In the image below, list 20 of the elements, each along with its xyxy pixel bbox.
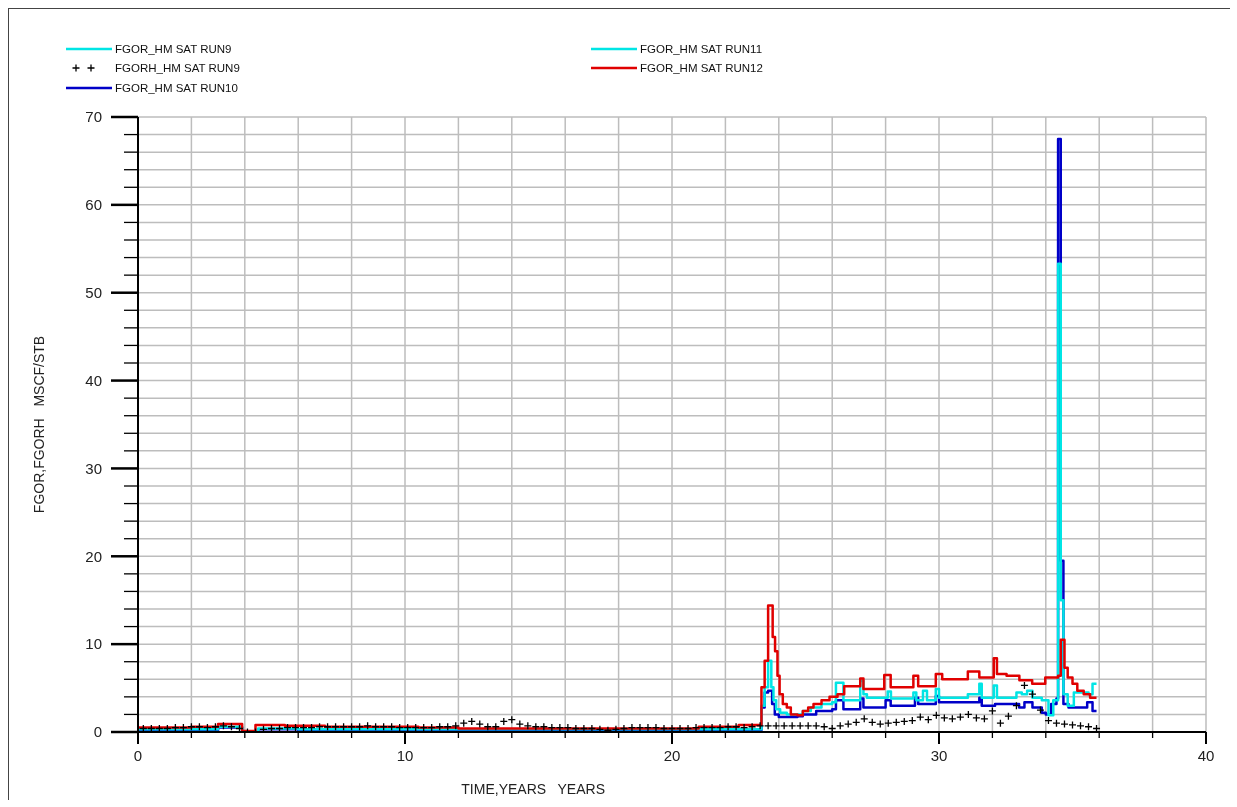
legend-label: FGORH_HM SAT RUN9 bbox=[115, 62, 240, 75]
y-tick-label: 10 bbox=[85, 635, 102, 653]
x-tick-label: 0 bbox=[133, 747, 143, 765]
y-tick-label: 70 bbox=[85, 108, 102, 126]
legend-label: FGOR_HM SAT RUN12 bbox=[640, 62, 763, 75]
y-tick-label: 0 bbox=[93, 723, 102, 741]
x-tick-label: 10 bbox=[396, 747, 414, 765]
y-tick-label: 30 bbox=[85, 459, 102, 477]
y-tick-label: 60 bbox=[85, 196, 102, 214]
y-tick-label: 50 bbox=[85, 283, 102, 301]
legend-label: FGOR_HM SAT RUN10 bbox=[115, 81, 238, 94]
legend-label: FGOR_HM SAT RUN11 bbox=[640, 42, 763, 55]
y-tick-label: 40 bbox=[85, 371, 102, 389]
x-tick-label: 40 bbox=[1197, 747, 1215, 765]
legend-label: FGOR_HM SAT RUN9 bbox=[115, 42, 232, 55]
x-tick-label: 20 bbox=[663, 747, 681, 765]
x-tick-label: 30 bbox=[930, 747, 948, 765]
y-axis-title: FGOR,FGORH MSCF/STB bbox=[30, 335, 47, 514]
x-axis-title: TIME,YEARS YEARS bbox=[461, 781, 605, 797]
y-tick-label: 20 bbox=[85, 547, 102, 565]
